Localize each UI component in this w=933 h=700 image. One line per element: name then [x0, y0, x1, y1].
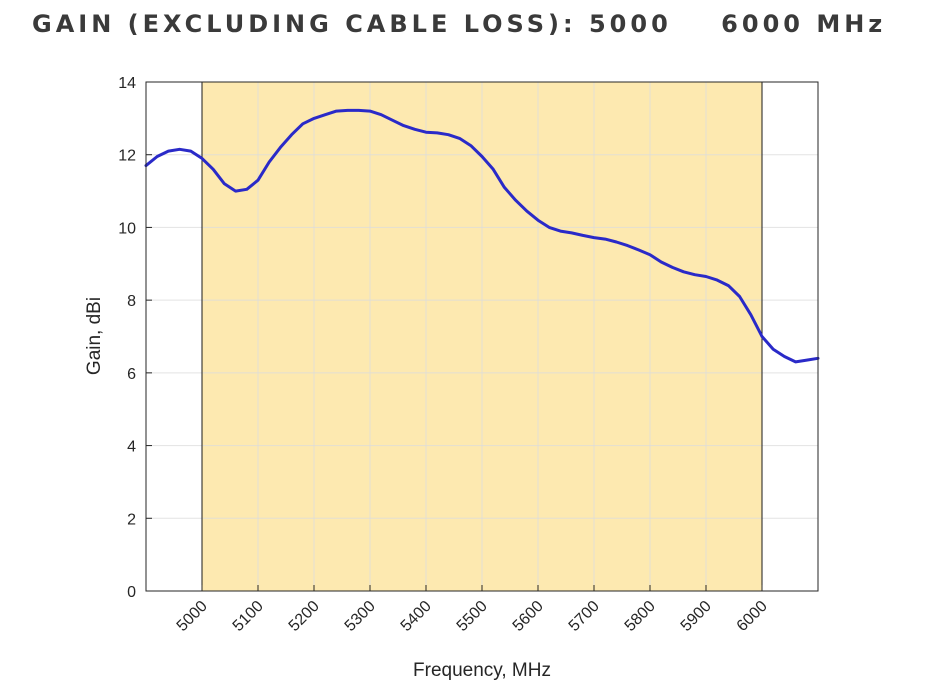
x-tick-label: 5700 [566, 598, 603, 635]
y-axis-label: Gain, dBi [84, 297, 105, 375]
axis-ticks [146, 81, 763, 592]
gain-series-line [144, 108, 820, 364]
x-tick-label: 5100 [230, 598, 267, 635]
y-tick-label: 0 [127, 584, 136, 601]
y-tick-label: 2 [127, 511, 136, 528]
y-tick-label: 8 [127, 293, 136, 310]
y-tick-label: 14 [118, 75, 136, 92]
x-tick-label: 5800 [622, 598, 659, 635]
x-axis-label: Frequency, MHz [413, 660, 551, 681]
x-tick-label: 5000 [174, 598, 211, 635]
y-tick-labels: 0 2 4 6 8 10 12 14 [118, 75, 136, 601]
y-tick-label: 10 [118, 220, 136, 237]
x-tick-label: 5900 [678, 598, 715, 635]
y-tick-label: 4 [127, 439, 136, 456]
x-tick-label: 5200 [286, 598, 323, 635]
y-tick-label: 12 [118, 148, 136, 165]
x-tick-label: 6000 [734, 598, 771, 635]
x-tick-label: 5600 [510, 598, 547, 635]
x-tick-label: 5500 [454, 598, 491, 635]
x-tick-label: 5400 [398, 598, 435, 635]
y-tick-label: 6 [127, 366, 136, 383]
chart-title: GAIN (EXCLUDING CABLE LOSS): 5000 6000 M… [32, 10, 887, 38]
x-tick-label: 5300 [342, 598, 379, 635]
x-tick-labels: 5000 5100 5200 5300 5400 5500 5600 5700 5800 5900… [174, 598, 771, 635]
